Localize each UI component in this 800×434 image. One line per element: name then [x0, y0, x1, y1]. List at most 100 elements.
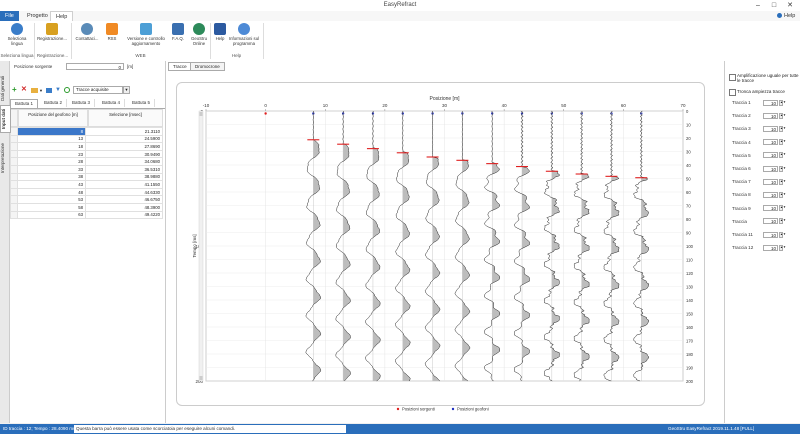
cell-selection[interactable]: 46.6750 — [85, 195, 163, 204]
spinner-arrows[interactable]: ▲▼ — [779, 125, 786, 132]
trace-amp-spinner[interactable]: 10 — [763, 165, 778, 172]
spinner-arrows[interactable]: ▲▼ — [779, 152, 786, 159]
cell-selection[interactable]: 27.8690 — [85, 142, 163, 151]
trace-amp-spinner[interactable]: 10 — [763, 205, 778, 212]
cell-position[interactable]: 53 — [17, 195, 86, 204]
seismic-chart[interactable]: -10 0 10 20 30 40 50 60 70 Posizione [m] 0 100 200 Te… — [166, 61, 724, 423]
cell-selection[interactable]: 34.0680 — [85, 157, 163, 166]
help-right[interactable]: Help — [776, 11, 800, 21]
cell-selection[interactable]: 30.9490 — [85, 149, 163, 159]
cell-position[interactable]: 13 — [17, 134, 86, 144]
cell-selection[interactable]: 36.5310 — [85, 164, 163, 174]
tab-battuta-3[interactable]: Battuta 3 — [68, 99, 96, 107]
spinner-arrows[interactable]: ▲▼ — [779, 165, 786, 172]
vtab-interpretazione[interactable]: Interpretazione — [0, 142, 5, 174]
tracks-select[interactable]: Tracce acquisite — [73, 86, 123, 94]
row-header[interactable] — [10, 164, 18, 174]
trace-amp-spinner[interactable]: 10 — [763, 152, 778, 159]
cell-position[interactable]: 8 — [17, 127, 86, 136]
spinner-arrows[interactable]: ▲▼ — [779, 112, 786, 119]
cell-position[interactable]: 23 — [17, 149, 86, 159]
equal-amp-checkbox[interactable] — [729, 74, 736, 81]
row-header[interactable] — [10, 195, 18, 204]
versione-button[interactable]: Versione e controllo aggiornamento — [124, 23, 168, 46]
row-header[interactable] — [10, 157, 18, 166]
seleziona-lingua-button[interactable]: Seleziona lingua — [4, 23, 30, 46]
delete-icon[interactable]: ✕ — [21, 86, 27, 93]
cell-position[interactable]: 63 — [17, 210, 86, 220]
row-header[interactable] — [10, 134, 18, 144]
table-row[interactable]: 58 48.3900 — [10, 202, 163, 212]
cell-position[interactable]: 18 — [17, 142, 86, 151]
trace-amp-spinner[interactable]: 10 — [763, 191, 778, 198]
row-header[interactable] — [10, 210, 18, 220]
spinner-arrows[interactable]: ▲▼ — [779, 139, 786, 146]
cell-position[interactable]: 28 — [17, 157, 86, 166]
trace-amp-spinner[interactable]: 10 — [763, 112, 778, 119]
row-header[interactable] — [10, 187, 18, 197]
spinner-arrows[interactable]: ▲▼ — [779, 99, 786, 106]
maximize-button[interactable]: □ — [771, 2, 777, 9]
table-row[interactable]: 63 49.4220 — [10, 210, 163, 220]
minimize-button[interactable]: – — [756, 2, 760, 9]
cell-selection[interactable]: 44.6330 — [85, 187, 163, 197]
clip-amp-checkbox[interactable] — [729, 89, 736, 96]
tab-battuta-1[interactable]: Battuta 1 — [10, 99, 39, 108]
close-button[interactable]: ✕ — [787, 2, 793, 9]
vtab-input-dati[interactable]: Input dati — [0, 105, 11, 133]
cell-selection[interactable]: 24.5900 — [85, 134, 163, 144]
refresh-icon[interactable] — [64, 87, 70, 93]
spinner-arrows[interactable]: ▲▼ — [779, 231, 786, 238]
trace-amp-spinner[interactable]: 10 — [763, 218, 778, 225]
faq-button[interactable]: F.A.Q. — [168, 23, 188, 41]
cell-selection[interactable]: 38.9880 — [85, 172, 163, 182]
menu-tab-progetto[interactable]: Progetto — [27, 13, 48, 19]
registrazione-button[interactable]: Registrazione... — [36, 23, 68, 41]
cell-selection[interactable]: 21.3110 — [85, 127, 163, 136]
cell-position[interactable]: 33 — [17, 164, 86, 174]
table-row[interactable]: 13 24.5900 — [10, 134, 163, 144]
trace-amp-spinner[interactable]: 10 — [763, 231, 778, 238]
row-header[interactable] — [10, 172, 18, 182]
spinner-arrows[interactable]: ▲▼ — [779, 191, 786, 198]
spinner-arrows[interactable]: ▲▼ — [779, 244, 786, 251]
trace-amp-spinner[interactable]: 10 — [763, 125, 778, 132]
cell-selection[interactable]: 49.4220 — [85, 210, 163, 220]
spinner-arrows[interactable]: ▲▼ — [779, 178, 786, 185]
cell-position[interactable]: 43 — [17, 180, 86, 189]
tab-battuta-5[interactable]: Battuta 5 — [128, 99, 156, 107]
row-header[interactable] — [10, 127, 18, 136]
tracks-select-arrow[interactable]: ▼ — [123, 86, 130, 94]
geostru-online-button[interactable]: GeoStru Online — [189, 23, 209, 46]
add-icon[interactable]: + — [12, 85, 17, 94]
spinner-arrows[interactable]: ▲▼ — [779, 205, 786, 212]
chevron-down-icon[interactable]: ▼ — [39, 88, 43, 93]
table-row[interactable]: 33 36.5310 — [10, 164, 163, 174]
folder-icon[interactable] — [31, 88, 38, 93]
cell-selection[interactable]: 41.1550 — [85, 180, 163, 189]
table-row[interactable]: 23 30.9490 — [10, 149, 163, 159]
tab-dromocrone[interactable]: Dromocrone — [190, 62, 225, 71]
table-row[interactable]: 8 21.3110 — [10, 127, 163, 136]
trace-amp-spinner[interactable]: 10 — [763, 178, 778, 185]
table-row[interactable]: 43 41.1550 — [10, 180, 163, 189]
trace-amp-spinner[interactable]: 10 — [763, 99, 778, 106]
table-row[interactable]: 38 38.9880 — [10, 172, 163, 182]
row-header[interactable] — [10, 142, 18, 151]
menu-tab-file[interactable]: File — [0, 11, 19, 21]
filter-icon[interactable]: ▼ — [55, 87, 61, 93]
cell-selection[interactable]: 48.3900 — [85, 202, 163, 212]
tab-battuta-2[interactable]: Battuta 2 — [40, 99, 68, 107]
help-button[interactable]: Help — [212, 23, 228, 41]
row-header[interactable] — [10, 202, 18, 212]
export-icon[interactable] — [46, 88, 52, 93]
cell-position[interactable]: 48 — [17, 187, 86, 197]
cell-position[interactable]: 38 — [17, 172, 86, 182]
command-bar-input[interactable]: Questa barra può essere usata come scorc… — [74, 425, 346, 433]
rss-button[interactable]: RSS — [102, 23, 122, 41]
contattaci-button[interactable]: Contattaci... — [74, 23, 100, 41]
spinner-arrows[interactable]: ▲▼ — [779, 218, 786, 225]
source-position-input[interactable]: 0 — [66, 63, 124, 70]
table-row[interactable]: 48 44.6330 — [10, 187, 163, 197]
trace-amp-spinner[interactable]: 10 — [763, 244, 778, 251]
